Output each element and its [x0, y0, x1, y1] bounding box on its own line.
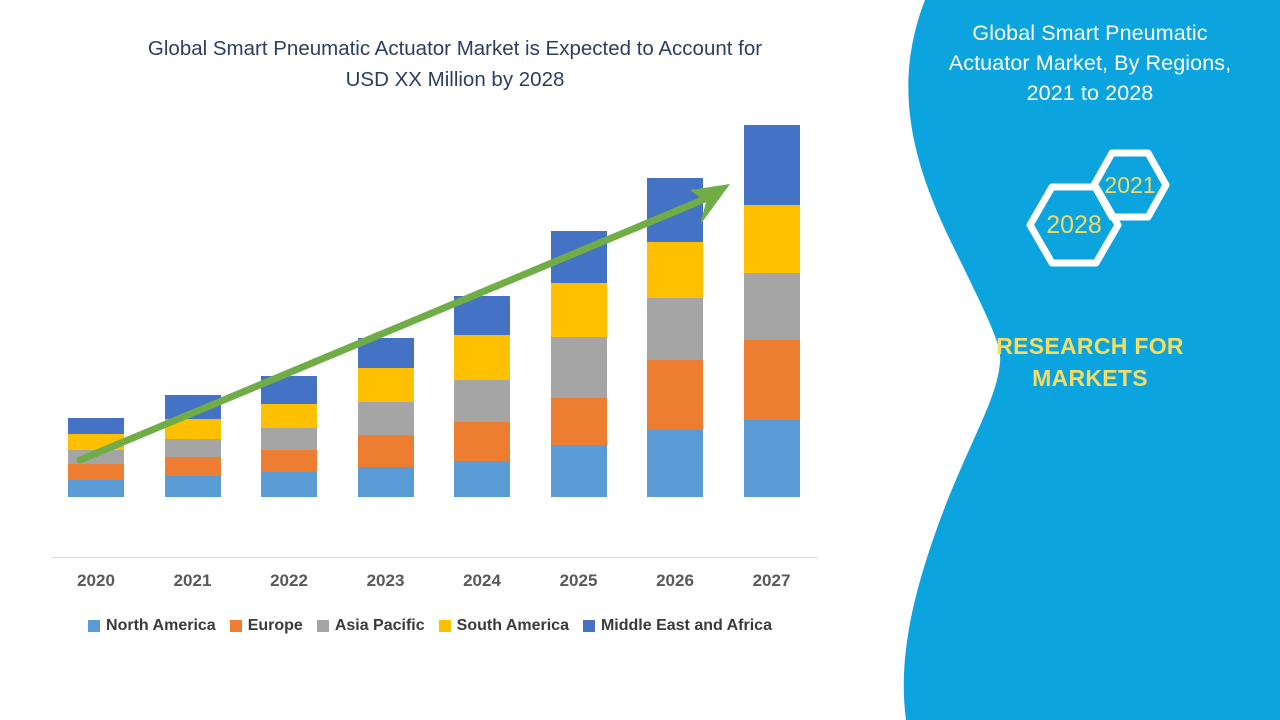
legend-swatch-icon: [582, 620, 595, 632]
chart-title: Global Smart Pneumatic Actuator Market i…: [60, 33, 850, 95]
chart-title-line2: USD XX Million by 2028: [345, 68, 565, 91]
legend-item-europe[interactable]: Europe: [229, 617, 303, 635]
chart-plot-area: 2020 2021 2022 2023 2024 2025 2026 2027 North A…: [0, 125, 860, 635]
bar-segment-asia-pacific-2023[interactable]: [357, 402, 414, 435]
legend-label: North America: [106, 617, 216, 634]
bar-segment-asia-pacific-2021[interactable]: [164, 439, 221, 457]
bar-segment-europe-2021[interactable]: [164, 457, 221, 476]
bar-segment-asia-pacific-2022[interactable]: [261, 428, 317, 450]
bar-segment-europe-2027[interactable]: [743, 340, 800, 420]
bar-segment-asia-pacific-2020[interactable]: [68, 450, 124, 464]
bar-segment-middle-east-and-africa-2024[interactable]: [454, 296, 510, 335]
legend-label: Middle East and Africa: [600, 617, 772, 634]
x-axis-label-2022: 2022: [270, 571, 308, 590]
bar-segment-north-america-2027[interactable]: [743, 420, 800, 497]
bar-segment-middle-east-and-africa-2025[interactable]: [550, 231, 607, 283]
bar-segment-north-america-2026[interactable]: [647, 430, 703, 497]
bar-segment-north-america-2022[interactable]: [261, 472, 317, 497]
legend-label: Asia Pacific: [334, 617, 425, 634]
bar-segment-south-america-2027[interactable]: [743, 205, 800, 273]
bar-2021[interactable]: [164, 395, 221, 497]
x-axis-label-2023: 2023: [366, 571, 405, 590]
bar-2024[interactable]: [454, 296, 510, 497]
x-axis-label-2025: 2025: [559, 571, 598, 590]
bar-2023[interactable]: [357, 338, 414, 497]
bar-segment-europe-2025[interactable]: [550, 398, 607, 445]
bar-segment-middle-east-and-africa-2022[interactable]: [261, 376, 317, 404]
bar-segment-north-america-2023[interactable]: [357, 467, 414, 497]
bar-segment-south-america-2022[interactable]: [261, 404, 317, 428]
bar-2027[interactable]: [743, 125, 800, 497]
bar-segment-south-america-2026[interactable]: [647, 242, 703, 298]
chart-legend: North America Europe Asia Pacific South Ame…: [0, 617, 860, 635]
x-axis-label-2024: 2024: [463, 571, 501, 590]
x-axis-label-2026: 2026: [656, 571, 694, 590]
bar-2022[interactable]: [261, 376, 317, 497]
bar-2026[interactable]: [647, 178, 703, 497]
bar-segment-south-america-2024[interactable]: [454, 335, 510, 380]
bar-2025[interactable]: [550, 231, 607, 497]
bar-segment-middle-east-and-africa-2027[interactable]: [743, 125, 800, 205]
legend-swatch-icon: [88, 620, 101, 632]
legend-swatch-icon: [438, 620, 451, 632]
legend-label: Europe: [247, 617, 303, 634]
legend-item-middle-east-and-africa[interactable]: Middle East and Africa: [582, 617, 772, 635]
bar-segment-europe-2022[interactable]: [261, 450, 317, 472]
bar-segment-north-america-2024[interactable]: [454, 461, 510, 497]
legend-item-north-america[interactable]: North America: [88, 617, 216, 635]
bar-segment-middle-east-and-africa-2021[interactable]: [164, 395, 221, 419]
legend-item-south-america[interactable]: South America: [438, 617, 569, 635]
legend-swatch-icon: [229, 620, 242, 632]
bar-segment-asia-pacific-2026[interactable]: [647, 298, 703, 360]
x-axis-labels: 2020 2021 2022 2023 2024 2025 2026 2027: [0, 571, 860, 597]
bar-segment-asia-pacific-2025[interactable]: [550, 337, 607, 398]
chart-title-line1: Global Smart Pneumatic Actuator Market i…: [147, 37, 763, 60]
bar-segment-north-america-2025[interactable]: [550, 445, 607, 497]
bar-2020[interactable]: [68, 418, 124, 497]
bar-segment-north-america-2021[interactable]: [164, 476, 221, 497]
bar-segment-europe-2024[interactable]: [454, 422, 510, 461]
growth-arrow-icon: [76, 184, 730, 464]
bar-segment-south-america-2025[interactable]: [550, 283, 607, 337]
bar-segment-asia-pacific-2027[interactable]: [743, 273, 800, 340]
bar-segment-south-america-2021[interactable]: [164, 419, 221, 439]
legend-swatch-icon: [316, 620, 329, 632]
x-axis-label-2021: 2021: [173, 571, 212, 590]
x-axis-label-2020: 2020: [77, 571, 115, 590]
x-axis-label-2027: 2027: [752, 571, 791, 590]
x-axis-line: [52, 557, 818, 558]
legend-label: South America: [456, 617, 569, 634]
bar-segment-asia-pacific-2024[interactable]: [454, 380, 510, 422]
bar-segment-middle-east-and-africa-2026[interactable]: [647, 178, 703, 242]
bar-segment-south-america-2023[interactable]: [357, 368, 414, 402]
bar-segment-europe-2020[interactable]: [68, 464, 124, 480]
cyan-side-panel: [903, 0, 1280, 720]
bar-segment-europe-2023[interactable]: [357, 435, 414, 467]
bar-segment-north-america-2020[interactable]: [68, 480, 124, 497]
legend-item-asia-pacific[interactable]: Asia Pacific: [316, 617, 425, 635]
bar-segment-middle-east-and-africa-2020[interactable]: [68, 418, 124, 434]
bar-segment-middle-east-and-africa-2023[interactable]: [357, 338, 414, 368]
bar-segment-south-america-2020[interactable]: [68, 434, 124, 450]
bar-segment-europe-2026[interactable]: [647, 360, 703, 430]
